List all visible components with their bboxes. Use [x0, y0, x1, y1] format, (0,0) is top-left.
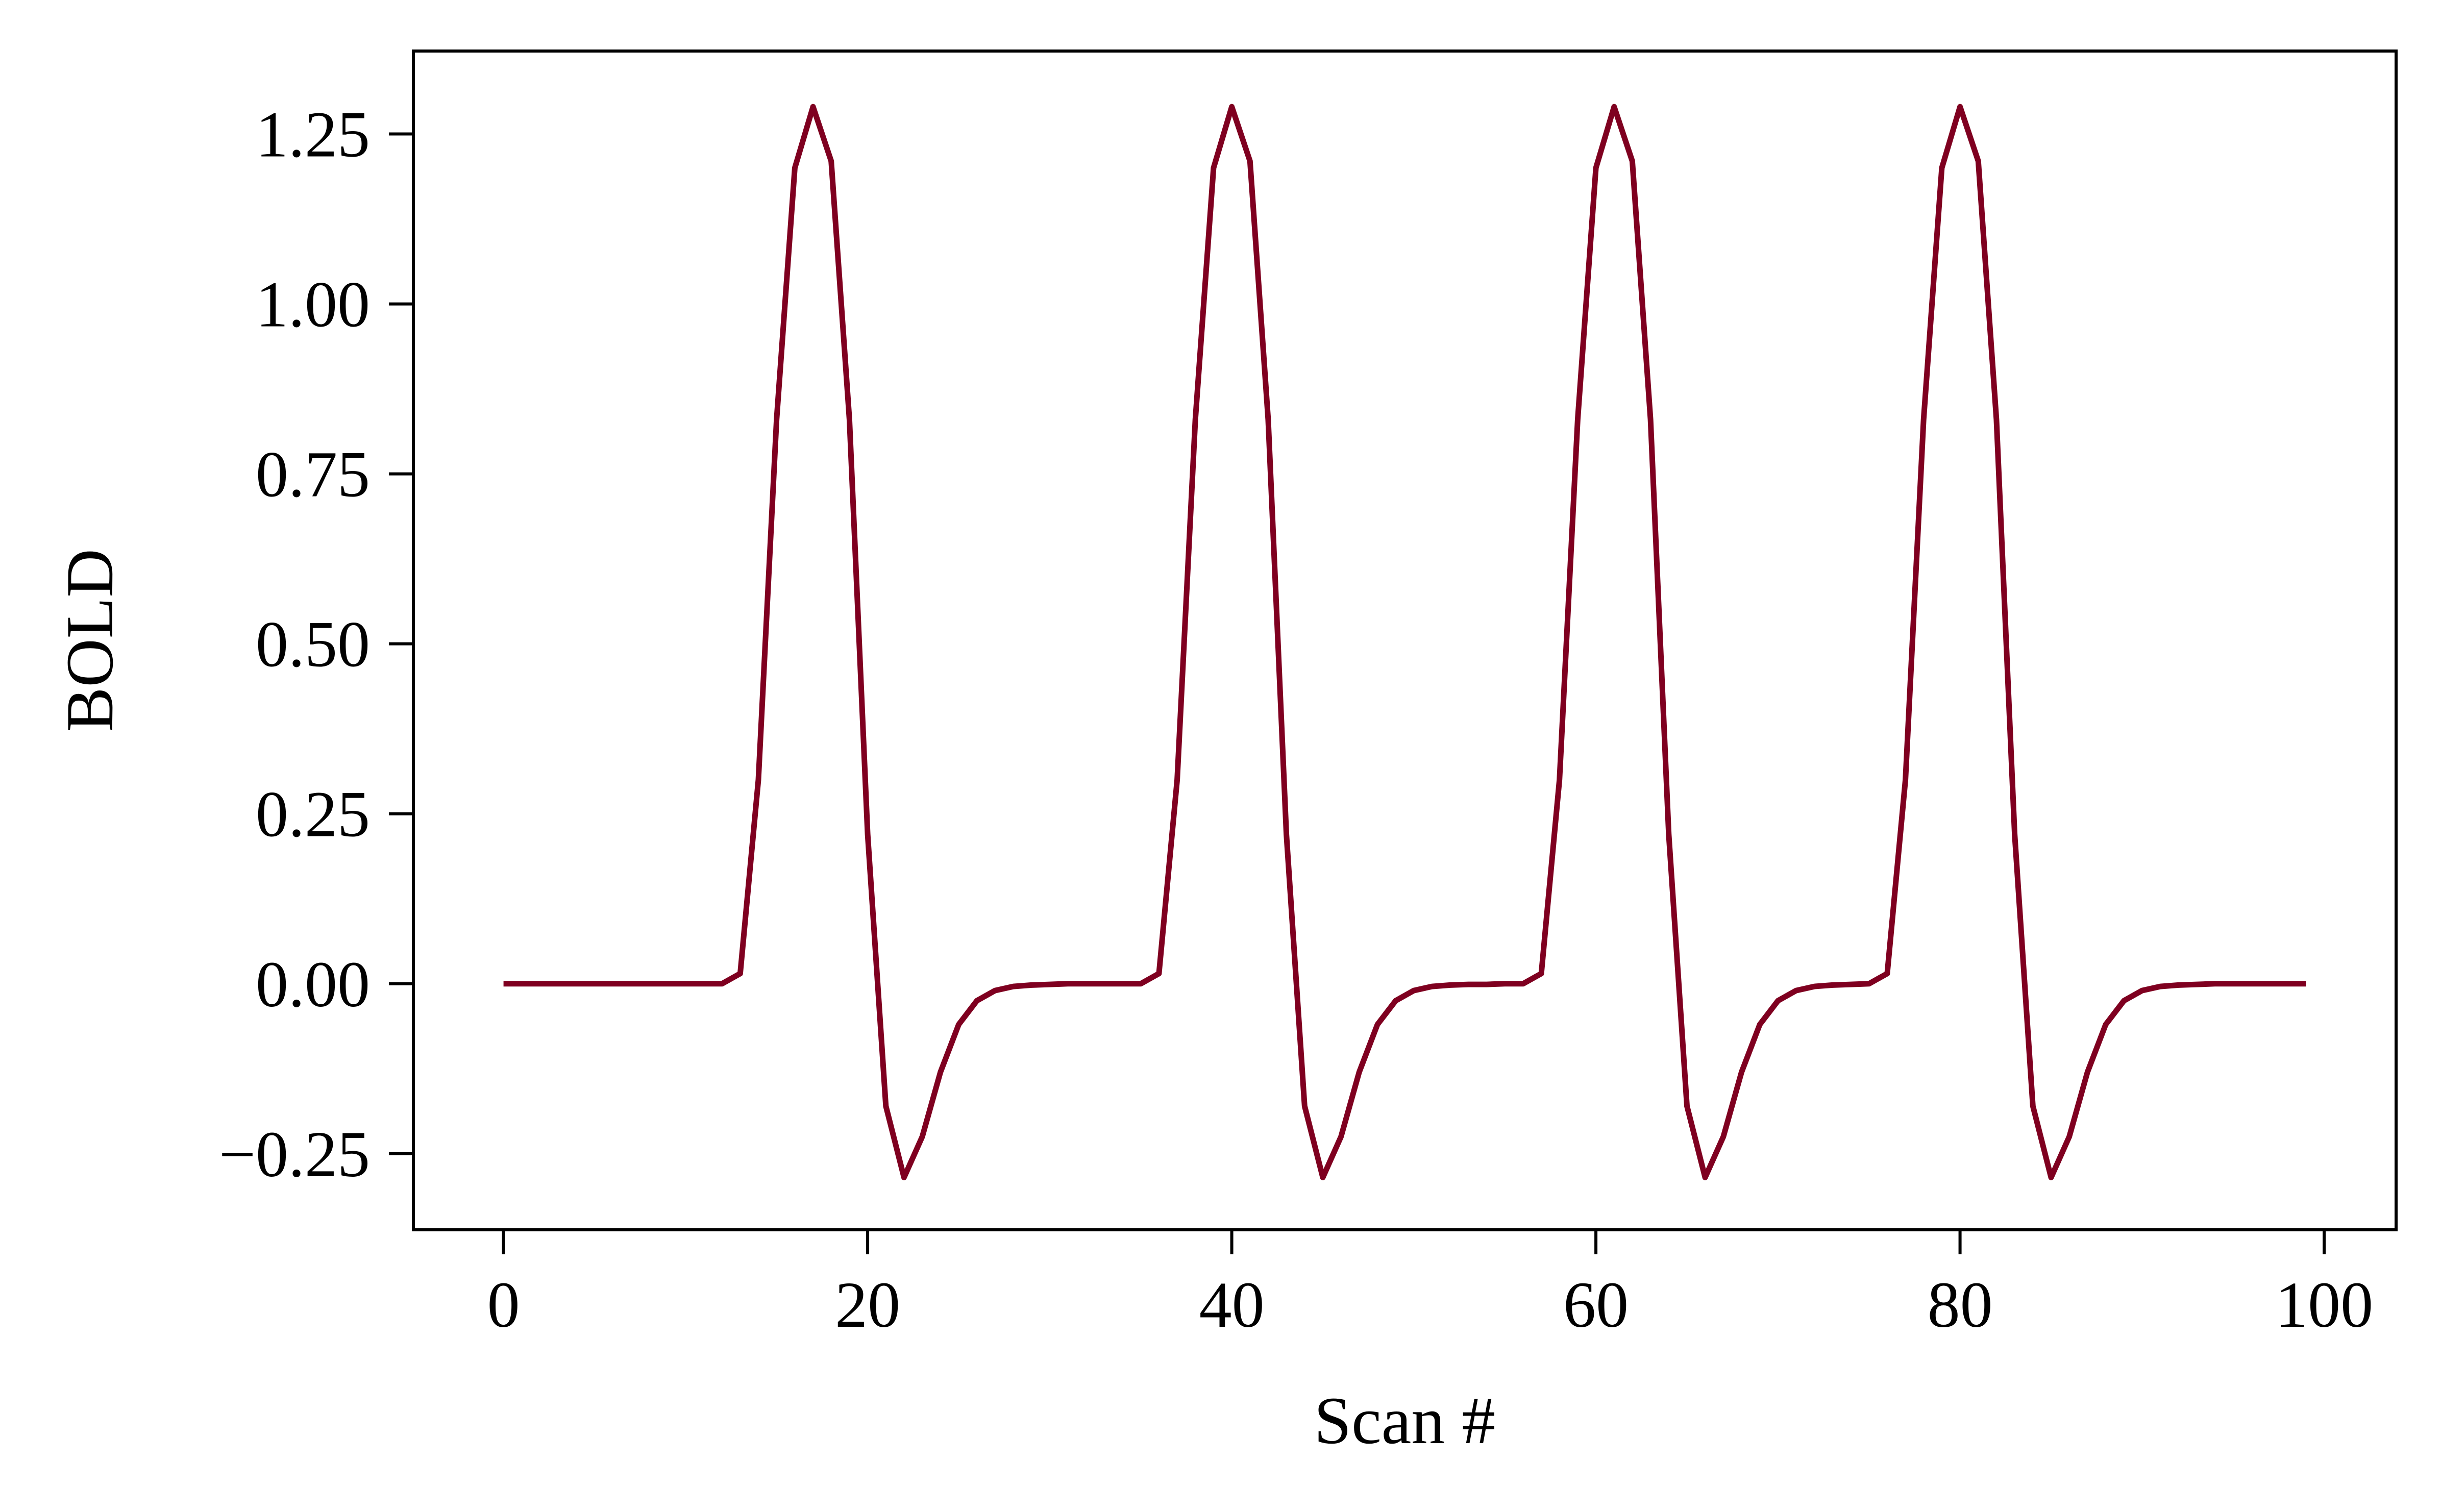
y-tick-label: −0.25: [219, 1118, 370, 1191]
y-tick-label: 0.00: [256, 948, 370, 1021]
x-axis-ticks: 0 20 40 60 80 100: [487, 1230, 2373, 1341]
x-tick-label: 0: [487, 1269, 520, 1341]
plot-frame: [412, 49, 2398, 1231]
y-axis-label: BOLD: [52, 549, 127, 732]
y-tick-label: 0.75: [256, 438, 370, 511]
y-tick-label: 1.00: [256, 268, 370, 341]
x-tick-label: 40: [1199, 1269, 1265, 1341]
plot-line-group: [503, 104, 2306, 1180]
x-tick-label: 80: [1928, 1269, 1993, 1341]
y-axis-ticks: −0.25 0.00 0.25 0.50 0.75 1.00 1.25: [219, 98, 413, 1191]
x-tick-label: 100: [2275, 1269, 2373, 1341]
series-line-0: [503, 104, 2306, 1180]
y-tick-label: 0.50: [256, 608, 370, 681]
x-axis-label: Scan #: [1314, 1383, 1496, 1458]
y-tick-label: 1.25: [256, 98, 370, 171]
x-tick-label: 20: [835, 1269, 900, 1341]
y-tick-label: 0.25: [256, 778, 370, 851]
x-tick-label: 60: [1563, 1269, 1629, 1341]
